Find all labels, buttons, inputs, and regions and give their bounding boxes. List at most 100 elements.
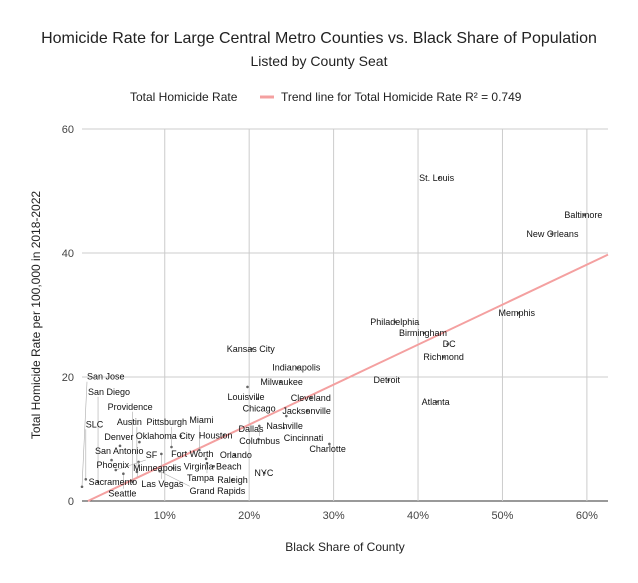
data-point [84, 478, 88, 481]
data-point [204, 457, 208, 461]
data-point-label: Dallas [238, 424, 264, 434]
legend-item-trendline: Trend line for Total Homicide Rate R² = … [281, 90, 522, 104]
data-point-label: NYC [254, 468, 274, 478]
data-point-label: Cleveland [291, 393, 331, 403]
data-point [285, 414, 288, 418]
data-point [179, 434, 183, 438]
data-point-label: Virginia Beach [184, 461, 242, 471]
data-point-label: New Orleans [526, 229, 579, 239]
data-point [171, 466, 175, 470]
data-point-label: Nashville [266, 421, 303, 431]
data-point [309, 396, 313, 400]
data-point-label: Phoenix [97, 460, 130, 470]
data-point-label: Louisville [227, 392, 264, 402]
data-point-label: Charlotte [309, 444, 346, 454]
data-point [550, 232, 553, 236]
y-tick-label: 20 [62, 372, 74, 384]
data-point-label: San Jose [87, 372, 125, 382]
data-point-label: Detroit [373, 375, 400, 385]
data-point [258, 424, 261, 428]
chart-title: Homicide Rate for Large Central Metro Co… [41, 30, 597, 47]
y-axis-label: Total Homicide Rate per 100,000 in 2018-… [29, 191, 43, 439]
data-point [437, 176, 441, 180]
data-point [110, 458, 113, 462]
data-point-label: Austin [117, 417, 142, 427]
data-point-label: Columbus [239, 436, 280, 446]
data-point-label: Kansas City [227, 344, 276, 354]
data-point [170, 445, 173, 449]
data-point-label: Indianapolis [272, 363, 321, 373]
data-point [393, 320, 397, 324]
legend-item-series: Total Homicide Rate [130, 90, 238, 104]
data-point-label: San Diego [88, 387, 130, 397]
data-point [135, 470, 139, 474]
data-point [118, 444, 122, 448]
data-point-label: Birmingham [399, 328, 447, 338]
y-tick-label: 0 [68, 496, 74, 508]
x-tick-label: 30% [323, 510, 345, 522]
x-axis-label: Black Share of County [285, 540, 404, 554]
data-point-label: Las Vegas [141, 479, 184, 489]
data-point [246, 385, 249, 389]
data-point-label: Orlando [220, 450, 252, 460]
data-point [158, 469, 161, 473]
data-point-label: Cincinnati [284, 433, 324, 443]
data-point [198, 448, 201, 452]
x-tick-label: 50% [491, 510, 513, 522]
data-point [114, 468, 118, 472]
data-point-label: Atlanta [422, 397, 450, 407]
data-point-label: Denver [104, 432, 133, 442]
data-point-label: Raleigh [217, 475, 248, 485]
data-point [205, 461, 209, 465]
data-point [583, 213, 586, 217]
data-point-label: Minneapolis [133, 463, 182, 473]
y-tick-label: 40 [62, 248, 74, 260]
data-point [122, 472, 125, 476]
data-point [282, 426, 286, 430]
data-point-label: SF [146, 450, 158, 460]
data-point-label: DC [443, 339, 456, 349]
data-point-label: San Antonio [95, 446, 144, 456]
data-point-label: Baltimore [564, 210, 602, 220]
data-point [446, 342, 449, 346]
data-point-label: St. Louis [419, 173, 455, 183]
data-point-label: Seattle [108, 489, 136, 499]
data-point [517, 311, 520, 315]
data-point-label: Milwaukee [260, 377, 303, 387]
data-point [442, 355, 445, 359]
data-point-label: Sacramento [89, 477, 138, 487]
data-point-label: Chicago [243, 404, 276, 414]
data-point-label: Jacksonville [282, 406, 331, 416]
label-leader-line [115, 459, 146, 471]
data-point-label: Houston [199, 430, 233, 440]
label-leader-line [159, 470, 190, 487]
data-point [435, 400, 438, 404]
trend-line [87, 253, 609, 502]
data-point [422, 331, 426, 335]
leader-lines [80, 176, 586, 489]
label-leader-line [136, 461, 139, 477]
data-point [131, 480, 134, 484]
data-point-label: SLC [86, 419, 104, 429]
data-point [233, 453, 237, 457]
chart-subtitle: Listed by County Seat [250, 53, 388, 69]
data-point [263, 471, 266, 475]
data-point [306, 409, 309, 413]
data-point [160, 452, 163, 456]
data-point-label: Grand Rapids [190, 486, 246, 496]
data-point-label: Oklahoma City [136, 431, 196, 441]
x-tick-label: 60% [576, 510, 598, 522]
data-point-label: Fort Worth [171, 449, 213, 459]
y-tick-label: 60 [62, 124, 74, 136]
data-point-label: Philadelphia [370, 317, 419, 327]
data-point [387, 378, 390, 382]
data-point-label: Tampa [187, 473, 214, 483]
data-point-label: Providence [108, 402, 153, 412]
x-tick-label: 40% [407, 510, 429, 522]
data-point [96, 480, 100, 484]
data-point [222, 433, 226, 437]
data-point [295, 366, 299, 370]
data-point [257, 437, 260, 441]
label-leader-line [81, 381, 88, 487]
